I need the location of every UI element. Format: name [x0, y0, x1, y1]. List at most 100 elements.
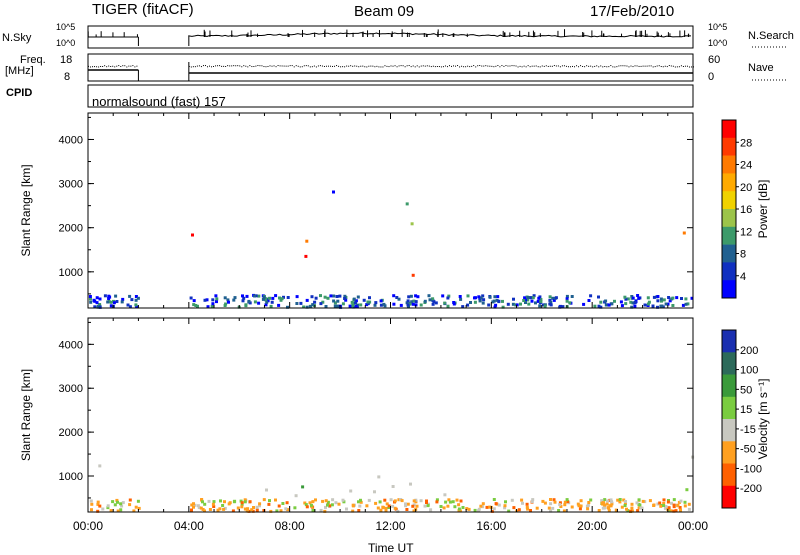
power-panel-cell — [194, 304, 198, 307]
power-panel-cell — [623, 295, 627, 299]
nave-dot — [662, 66, 664, 68]
cpid-panel-frame — [87, 84, 694, 108]
velocity-panel-cell — [211, 502, 215, 506]
nave-dot — [319, 65, 321, 67]
nave-dot — [678, 66, 680, 68]
velocity-panel-cell — [683, 500, 687, 504]
nave-dot — [489, 65, 491, 67]
velocity-panel-cell — [358, 504, 362, 508]
nave-dot — [531, 65, 533, 67]
power-panel-cell — [253, 300, 257, 304]
nsearch-tick-bottom: 10^0 — [708, 38, 728, 48]
nave-dot — [533, 65, 535, 67]
velocity-panel-cell — [200, 498, 204, 502]
velocity-panel-cell — [359, 500, 363, 504]
freq-tick-top: 18 — [60, 54, 73, 66]
nave-dot — [394, 65, 396, 67]
velocity-panel-cell — [341, 498, 345, 502]
nave-dot — [112, 65, 114, 67]
power-panel-cell — [512, 297, 515, 301]
nave-dot — [263, 66, 265, 68]
power-panel-cell — [352, 297, 356, 301]
velocity-panel-cell — [677, 500, 681, 504]
velocity-panel-cell — [383, 498, 387, 502]
power-panel-cell — [211, 302, 215, 306]
nave-dot — [658, 65, 660, 67]
power-panel-cell — [128, 305, 132, 309]
velocity-colorbar-label: Velocity [m s⁻¹] — [756, 378, 770, 459]
velocity-panel-cell — [286, 508, 290, 512]
power-panel-cell — [549, 303, 553, 307]
nave-dot — [686, 65, 688, 67]
power-panel-cell — [410, 222, 414, 226]
nave-dot — [515, 65, 517, 67]
nave-dot — [247, 66, 249, 68]
velocity-colorbar-swatch — [722, 374, 736, 398]
velocity-panel-ylabel: Slant Range [km] — [19, 369, 33, 461]
power-panel-cell — [192, 299, 196, 303]
power-panel-ytick-label: 1000 — [59, 267, 83, 279]
velocity-panel-cell — [243, 498, 247, 502]
velocity-panel-cell — [385, 502, 389, 506]
velocity-panel-cell — [662, 502, 666, 505]
velocity-colorbar-swatch — [722, 352, 736, 375]
nave-dot — [350, 65, 352, 67]
power-panel-cell — [120, 300, 124, 304]
velocity-panel-cell — [579, 504, 583, 508]
power-panel-cell — [95, 301, 99, 305]
power-panel-cell — [304, 254, 308, 258]
nave-dot — [132, 65, 134, 67]
nave-dot — [313, 65, 315, 67]
velocity-panel-cell — [672, 498, 676, 502]
power-panel-cell — [399, 303, 403, 307]
nave-dot — [279, 65, 281, 67]
x-tick-label: 00:00 — [73, 519, 103, 533]
velocity-colorbar-swatch — [722, 485, 736, 509]
power-panel-cell — [338, 294, 342, 298]
power-panel-cell — [128, 294, 132, 298]
nave-dot — [410, 66, 412, 68]
nsky-trace — [188, 32, 691, 38]
velocity-panel-cell — [222, 507, 226, 511]
velocity-panel-cell — [324, 505, 327, 509]
power-panel-cell — [636, 294, 640, 297]
velocity-panel-cell — [566, 500, 570, 504]
velocity-panel-cell — [494, 502, 498, 506]
nave-dot — [229, 65, 231, 67]
nsearch-label: N.Search — [748, 30, 794, 42]
power-panel-cell — [568, 301, 572, 305]
power-panel-cell — [261, 297, 265, 301]
velocity-colorbar-tick-label: 50 — [740, 384, 752, 396]
power-panel-cell — [89, 300, 93, 304]
velocity-panel-cell — [365, 504, 369, 508]
nave-dot — [352, 65, 354, 67]
power-panel-cell — [515, 303, 519, 307]
velocity-colorbar-tick-label: 100 — [740, 365, 758, 377]
power-panel-cell — [392, 302, 396, 306]
power-panel-cell — [332, 294, 336, 298]
velocity-panel-cell — [357, 500, 360, 504]
velocity-colorbar-tick-label: -50 — [740, 444, 756, 456]
velocity-colorbar-swatch — [722, 419, 736, 442]
power-panel-cell — [233, 296, 237, 300]
power-panel-cell — [227, 300, 230, 304]
velocity-colorbar-tick-label: -100 — [740, 463, 762, 475]
velocity-panel-cell — [578, 507, 582, 511]
nave-dot — [321, 65, 323, 67]
power-panel-cell — [589, 294, 593, 298]
velocity-panel-cell — [481, 505, 485, 509]
velocity-panel-cell — [293, 506, 297, 510]
power-panel-cell — [690, 296, 694, 300]
nave-dot — [275, 66, 277, 68]
power-panel-cell — [268, 296, 272, 300]
nave-dot — [227, 65, 229, 67]
x-tick-label: 08:00 — [275, 519, 305, 533]
nave-dot — [295, 65, 297, 67]
velocity-panel-cell — [216, 508, 220, 512]
nave-dot — [281, 65, 283, 67]
velocity-panel-cell — [426, 504, 430, 508]
nave-dot — [616, 66, 618, 68]
freq-unit-label: [MHz] — [5, 65, 34, 77]
velocity-panel-cell — [199, 506, 203, 510]
power-panel-cell — [244, 304, 248, 308]
